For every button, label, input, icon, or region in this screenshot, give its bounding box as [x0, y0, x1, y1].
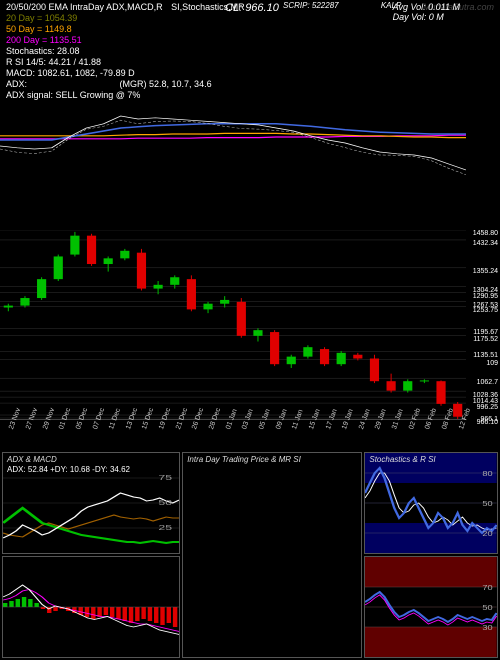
price-label: 1062.7 [477, 379, 498, 386]
price-label: 1175.52 [473, 336, 498, 343]
price-label: 109 [486, 360, 498, 367]
candlestick-chart[interactable] [0, 230, 466, 420]
date-axis: 23 Nov27 Nov29 Nov01 Dec05 Dec07 Dec11 D… [0, 420, 466, 440]
close-price: CL: 966.10 SCRIP: 522287 KALP [225, 2, 279, 14]
adx-panel[interactable]: ADX & MACD ADX: 52.84 +DY: 10.68 -DY: 34… [2, 452, 180, 554]
ema-20: 20 Day = 1054.39 [6, 13, 77, 23]
panel-title: Stochastics & R SI [369, 455, 435, 464]
indicator-panels: ADX & MACD ADX: 52.84 +DY: 10.68 -DY: 34… [0, 450, 500, 660]
ema-200: 200 Day = 1135.51 [6, 35, 82, 45]
price-label: 1290.95 [473, 293, 498, 300]
price-label: 1195.67 [473, 329, 498, 336]
mgr-reading: (MGR) 52.8, 10.7, 34.6 [120, 79, 212, 89]
panel-title: Intra Day Trading Price & MR SI [187, 455, 301, 464]
price-label: 1432.34 [473, 240, 498, 247]
adx-label: ADX: [6, 79, 27, 89]
macd-panel[interactable] [2, 556, 180, 658]
svg-text:80: 80 [483, 470, 494, 478]
svg-text:30: 30 [483, 624, 494, 632]
svg-text:50: 50 [158, 499, 172, 507]
price-label: 1253.75 [473, 307, 498, 314]
price-label: 1135.51 [473, 352, 498, 359]
stochastics-panel[interactable]: Stochastics & R SI 80 50 20 [364, 452, 498, 554]
cl-value: 966.10 [245, 2, 279, 14]
avg-vol: Avg Vol: 0.011 M [393, 2, 460, 12]
rsi-panel[interactable]: 70 50 30 [364, 556, 498, 658]
cl-label: CL: [225, 2, 242, 14]
price-label: 1458.80 [473, 230, 498, 237]
macd-reading: MACD: 1082.61, 1082, -79.89 D [6, 68, 135, 78]
adx-value-text: ADX: 52.84 +DY: 10.68 -DY: 34.62 [7, 465, 130, 474]
rsi-reading: R SI 14/5: 44.21 / 41.88 [6, 57, 101, 67]
ma-chart[interactable] [0, 95, 466, 215]
intraday-panel[interactable]: Intra Day Trading Price & MR SI [182, 452, 362, 658]
price-label: 1355.24 [473, 268, 498, 275]
price-label: 966.10 [477, 419, 498, 426]
day-vol: Day Vol: 0 M [393, 12, 460, 22]
panel-title: ADX & MACD [7, 455, 57, 464]
svg-text:50: 50 [483, 500, 494, 508]
scrip-code: SCRIP: 522287 [283, 1, 339, 10]
ema-50: 50 Day = 1149.8 [6, 24, 72, 34]
svg-text:25: 25 [158, 524, 172, 532]
svg-text:50: 50 [483, 604, 494, 612]
stoch-reading: Stochastics: 28.08 [6, 46, 80, 56]
svg-text:75: 75 [158, 474, 172, 482]
price-axis: 1458.801432.341355.241304.241290.951267.… [466, 230, 498, 420]
header-indicators: 20/50/200 EMA IntraDay ADX,MACD,R [6, 2, 163, 12]
volume-block: Avg Vol: 0.011 M Day Vol: 0 M [393, 2, 460, 22]
adx-values: ADX: 52.84 +DY: 10.68 -DY: 34.62 [7, 465, 130, 474]
svg-text:20: 20 [483, 530, 494, 538]
price-label: 996.25 [477, 404, 498, 411]
svg-text:70: 70 [483, 584, 494, 592]
